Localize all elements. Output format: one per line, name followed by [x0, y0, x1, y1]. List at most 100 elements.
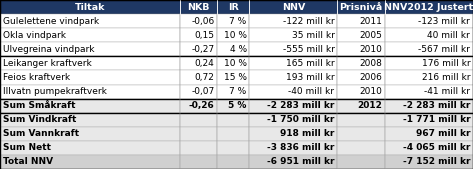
Bar — [180, 155, 217, 169]
Bar — [0, 141, 180, 155]
Text: 2010: 2010 — [359, 45, 383, 54]
Bar — [337, 127, 385, 141]
Bar — [249, 99, 337, 113]
Bar — [180, 42, 217, 56]
Bar — [249, 127, 337, 141]
Text: -555 mill kr: -555 mill kr — [282, 45, 334, 54]
Bar — [0, 0, 180, 14]
Text: 216 mill kr: 216 mill kr — [422, 73, 470, 82]
Text: 2008: 2008 — [359, 59, 383, 68]
Bar — [0, 42, 180, 56]
Bar — [180, 56, 217, 70]
Bar — [249, 0, 337, 14]
Bar — [385, 42, 473, 56]
Bar — [385, 113, 473, 127]
Bar — [385, 28, 473, 42]
Bar — [180, 141, 217, 155]
Bar — [0, 127, 180, 141]
Text: 35 mill kr: 35 mill kr — [291, 31, 334, 40]
Bar — [385, 113, 473, 127]
Bar — [217, 127, 249, 141]
Bar — [385, 84, 473, 99]
Bar — [249, 28, 337, 42]
Text: -1 771 mill kr: -1 771 mill kr — [403, 115, 470, 124]
Bar — [337, 155, 385, 169]
Bar — [385, 14, 473, 28]
Bar — [217, 113, 249, 127]
Text: 2005: 2005 — [359, 31, 383, 40]
Bar — [180, 99, 217, 113]
Bar — [0, 113, 180, 127]
Bar — [337, 0, 385, 14]
Bar — [249, 113, 337, 127]
Text: 0,15: 0,15 — [194, 31, 214, 40]
Bar — [180, 84, 217, 99]
Text: -1 750 mill kr: -1 750 mill kr — [267, 115, 334, 124]
Text: -40 mill kr: -40 mill kr — [289, 87, 334, 96]
Text: Sum Nett: Sum Nett — [3, 143, 51, 152]
Bar — [217, 84, 249, 99]
Text: Tiltak: Tiltak — [75, 3, 105, 11]
Text: 5 %: 5 % — [228, 101, 246, 110]
Text: -0,27: -0,27 — [191, 45, 214, 54]
Bar — [0, 99, 180, 113]
Bar — [337, 42, 385, 56]
Text: -7 152 mill kr: -7 152 mill kr — [403, 158, 470, 166]
Bar — [180, 0, 217, 14]
Text: 176 mill kr: 176 mill kr — [421, 59, 470, 68]
Bar — [337, 28, 385, 42]
Bar — [180, 28, 217, 42]
Bar — [217, 56, 249, 70]
Bar — [385, 42, 473, 56]
Bar — [0, 99, 180, 113]
Text: 165 mill kr: 165 mill kr — [286, 59, 334, 68]
Bar — [385, 127, 473, 141]
Bar — [0, 84, 180, 99]
Bar — [337, 113, 385, 127]
Bar — [249, 113, 337, 127]
Text: IR: IR — [228, 3, 239, 11]
Text: -4 065 mill kr: -4 065 mill kr — [403, 143, 470, 152]
Bar — [249, 84, 337, 99]
Bar — [180, 113, 217, 127]
Bar — [0, 70, 180, 84]
Bar — [0, 56, 180, 70]
Bar — [180, 14, 217, 28]
Bar — [217, 99, 249, 113]
Bar — [385, 99, 473, 113]
Bar — [385, 84, 473, 99]
Bar — [337, 56, 385, 70]
Bar — [385, 99, 473, 113]
Bar — [180, 42, 217, 56]
Bar — [180, 14, 217, 28]
Bar — [0, 113, 180, 127]
Bar — [0, 70, 180, 84]
Text: -0,06: -0,06 — [191, 17, 214, 26]
Bar — [0, 0, 180, 14]
Text: 7 %: 7 % — [229, 87, 246, 96]
Bar — [180, 70, 217, 84]
Bar — [337, 127, 385, 141]
Text: Gulelettene vindpark: Gulelettene vindpark — [3, 17, 99, 26]
Bar — [0, 14, 180, 28]
Bar — [217, 0, 249, 14]
Text: -41 mill kr: -41 mill kr — [424, 87, 470, 96]
Bar — [180, 113, 217, 127]
Bar — [249, 70, 337, 84]
Bar — [385, 70, 473, 84]
Bar — [0, 127, 180, 141]
Bar — [385, 155, 473, 169]
Text: 2010: 2010 — [359, 87, 383, 96]
Bar — [0, 56, 180, 70]
Bar — [337, 99, 385, 113]
Bar — [0, 42, 180, 56]
Bar — [217, 113, 249, 127]
Bar — [0, 84, 180, 99]
Text: 2006: 2006 — [359, 73, 383, 82]
Bar — [217, 155, 249, 169]
Text: -122 mill kr: -122 mill kr — [283, 17, 334, 26]
Bar — [180, 56, 217, 70]
Bar — [385, 0, 473, 14]
Bar — [180, 0, 217, 14]
Bar — [337, 28, 385, 42]
